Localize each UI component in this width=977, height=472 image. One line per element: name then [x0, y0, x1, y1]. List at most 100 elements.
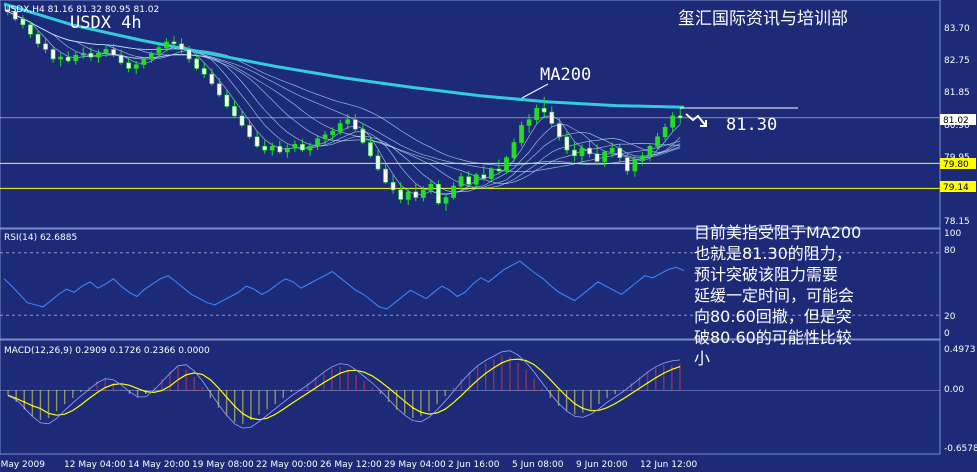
candle-body [28, 24, 33, 35]
candle-body [624, 157, 630, 172]
target-label: 81.30 [726, 115, 777, 135]
commentary-line: 也就是81.30的阻力， [694, 244, 852, 263]
candle-body [352, 119, 358, 130]
candle-body [232, 106, 237, 117]
rsi-label: RSI(14) 62.6885 [4, 233, 77, 243]
candle-body [164, 41, 169, 48]
price-tick: 83.70 [944, 24, 970, 34]
support-tag-2 [940, 181, 976, 192]
candle-body [201, 68, 207, 75]
price-tick: 81.85 [944, 88, 970, 98]
candle-body [345, 119, 351, 124]
candle-body [594, 153, 600, 162]
candle-body [141, 58, 147, 65]
candle-body [390, 182, 396, 191]
candle-body [96, 52, 101, 58]
candle-body [405, 191, 411, 200]
candle-body [5, 9, 11, 12]
candle-body [420, 189, 426, 198]
candle-body [677, 115, 683, 119]
candle-body [428, 183, 434, 191]
price-tick: 82.75 [944, 56, 970, 66]
rsi-tick: 80 [944, 246, 956, 256]
candle-body [556, 123, 562, 138]
candle-body [519, 125, 524, 143]
candle-body [579, 147, 585, 157]
candle-body [171, 41, 177, 45]
candle-body [337, 123, 343, 132]
candle-body [103, 49, 109, 54]
candle-body [617, 147, 623, 158]
macd-label: MACD(12,26,9) 0.2909 0.1726 0.2366 0.000… [4, 346, 210, 356]
chart-info-line: USDX,H4 81.16 81.32 80.95 81.02 [4, 5, 159, 15]
candle-body [640, 155, 645, 160]
time-tick: 9 Jun 20:00 [576, 460, 628, 470]
candle-body [375, 155, 381, 170]
candle-body [473, 174, 479, 185]
candle-body [496, 168, 502, 172]
candle-body [330, 130, 336, 136]
candle-body [43, 43, 48, 50]
rsi-plot [0, 252, 940, 316]
time-tick: 2 Jun 16:00 [448, 460, 500, 470]
candle-body [609, 147, 615, 153]
time-tick: 22 May 00:00 [256, 460, 318, 470]
rsi-line [3, 260, 685, 310]
candle-body [156, 47, 162, 54]
current-price-tag [940, 114, 976, 125]
candle-body [398, 189, 404, 200]
rsi-panel [0, 228, 941, 340]
ma200-label: MA200 [540, 65, 591, 85]
candle-body [277, 145, 283, 153]
candle-body [549, 111, 555, 124]
candle-body [655, 136, 660, 147]
candle-body [284, 147, 290, 153]
current-price-value: 81.02 [943, 116, 969, 126]
candle-body [647, 145, 653, 157]
time-tick: 12 Jun 12:00 [640, 460, 697, 470]
ma-fan-line [7, 11, 681, 166]
candle-body [73, 54, 79, 62]
candle-body [224, 94, 230, 107]
ma200-line [3, 2, 685, 109]
candle-body [126, 62, 132, 69]
price-tick: 80.90 [944, 121, 970, 131]
candle-body [466, 176, 472, 185]
candle-body [254, 136, 260, 147]
time-tick: 14 May 20:00 [128, 460, 190, 470]
candle-body [511, 142, 517, 158]
candle-body [118, 54, 124, 64]
commentary-line: 预计突破该阻力需要 [694, 265, 838, 284]
down-arrow-icon [685, 113, 707, 127]
candle-body [216, 83, 222, 96]
rsi-tick: 0 [944, 329, 950, 339]
time-tick: 26 May 12:00 [320, 460, 382, 470]
commentary-line: 向80.60回撤，但是突 [694, 307, 852, 326]
support-value-2: 79.14 [943, 183, 969, 193]
candle-body [572, 149, 577, 157]
candle-body [262, 145, 268, 151]
candle-body [111, 49, 116, 56]
time-tick: 19 May 08:00 [192, 460, 254, 470]
candle-body [65, 56, 71, 62]
rsi-tick: 20 [944, 312, 956, 322]
symbol-title: USDX 4h [70, 13, 142, 33]
candle-body [504, 157, 509, 172]
candle-body [541, 108, 547, 113]
candle-body [315, 138, 320, 147]
candle-body [383, 168, 388, 183]
price-panel [0, 0, 941, 229]
candle-body [88, 52, 94, 58]
candle-body [526, 119, 532, 126]
candle-body [292, 144, 298, 149]
macd-tick: 0.00 [944, 385, 964, 395]
ma200-pointer [521, 83, 549, 99]
macd-main-line [7, 350, 681, 429]
candle-body [488, 168, 494, 179]
candle-body [481, 174, 487, 179]
support-tag-1 [940, 158, 976, 169]
candle-body [443, 197, 449, 204]
candle-body [307, 145, 313, 151]
commentary-line: 小 [694, 349, 710, 368]
time-tick: 29 May 04:00 [384, 460, 446, 470]
